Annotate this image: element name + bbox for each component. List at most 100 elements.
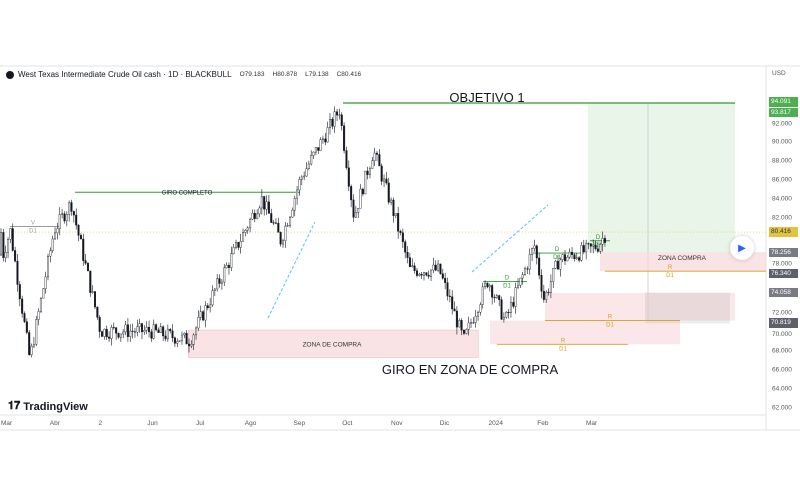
candle <box>263 196 266 210</box>
level-label: R <box>608 315 613 321</box>
candle <box>498 295 501 301</box>
level-label: D <box>596 235 601 241</box>
candle <box>326 127 329 143</box>
candle <box>373 152 376 161</box>
candle <box>314 147 317 153</box>
candle <box>206 305 209 309</box>
candle <box>265 201 268 210</box>
candle <box>336 111 339 116</box>
play-button[interactable]: ▶ <box>730 236 754 260</box>
candle <box>333 111 336 127</box>
candle <box>124 324 127 333</box>
candle <box>540 274 543 292</box>
candle <box>103 328 106 337</box>
x-tick-label: Jul <box>196 420 205 427</box>
candle <box>98 317 101 332</box>
candle <box>77 224 80 236</box>
candle <box>350 186 353 201</box>
level-sublabel: D1 <box>606 323 614 329</box>
candle <box>197 317 200 329</box>
candle <box>39 297 42 312</box>
x-tick-label: Sep <box>294 420 306 427</box>
candle <box>397 213 400 232</box>
candle <box>183 332 186 336</box>
candle <box>54 232 57 240</box>
candle <box>272 222 275 224</box>
candle <box>234 242 237 248</box>
ohlc-high: H80.878 <box>272 71 298 78</box>
x-tick-label: 2 <box>99 420 103 427</box>
candle <box>319 139 322 151</box>
candle <box>535 245 538 259</box>
candle <box>237 242 240 248</box>
candle <box>171 330 174 338</box>
candle <box>528 254 531 270</box>
candle <box>434 264 437 271</box>
giro-completo-label: GIRO COMPLETO <box>162 190 213 196</box>
candle <box>423 272 426 276</box>
candle <box>404 241 407 253</box>
candle <box>474 315 477 323</box>
candle <box>505 311 508 318</box>
candle <box>324 138 327 143</box>
candle <box>93 291 96 308</box>
candle <box>180 334 183 341</box>
candle <box>138 323 141 327</box>
candle <box>545 291 548 300</box>
candle <box>115 327 118 334</box>
candle <box>140 323 143 333</box>
candle <box>51 238 54 251</box>
candle <box>596 248 599 252</box>
candle <box>599 243 602 252</box>
candle <box>477 312 480 317</box>
candle <box>89 270 92 293</box>
candle <box>552 267 555 282</box>
x-tick-label: Abr <box>50 420 61 427</box>
currency-label[interactable]: USD <box>772 70 786 77</box>
candle <box>7 239 10 253</box>
candle <box>399 231 402 233</box>
candle <box>343 125 346 151</box>
candle <box>296 189 299 199</box>
candle <box>329 119 332 128</box>
trend-arrow-2 <box>471 204 549 273</box>
symbol-title[interactable]: West Texas Intermediate Crude Oil cash ·… <box>18 70 232 79</box>
y-tick-label: 68.000 <box>772 347 792 354</box>
x-tick-label: Jun <box>147 420 158 427</box>
candle <box>568 251 571 258</box>
candle <box>359 188 362 209</box>
candle <box>289 216 292 226</box>
candle <box>157 329 160 333</box>
y-tick-label: 82.000 <box>772 214 792 221</box>
candle <box>430 269 433 277</box>
candle <box>195 327 198 336</box>
candle <box>521 274 524 279</box>
candle <box>312 151 315 156</box>
candle <box>354 212 357 218</box>
candle <box>256 213 259 219</box>
candle <box>338 114 341 116</box>
candle <box>169 328 172 332</box>
tradingview-logo[interactable]: 𝟏𝟕 TradingView <box>8 400 88 413</box>
candle <box>108 336 111 339</box>
candle <box>592 244 595 247</box>
brand-name: TradingView <box>23 400 88 413</box>
candle <box>383 178 386 182</box>
candle <box>413 265 416 271</box>
symbol-logo-icon <box>6 70 14 79</box>
y-tick-label: 78.000 <box>772 260 792 267</box>
candle <box>564 254 567 262</box>
candle <box>448 295 451 297</box>
candle <box>571 251 574 255</box>
candle <box>300 176 303 180</box>
candle <box>361 188 364 195</box>
candle <box>284 225 287 241</box>
zona-compra-zone <box>600 252 766 272</box>
candle <box>105 328 108 338</box>
x-tick-label: 2024 <box>489 420 504 427</box>
candle <box>347 167 350 187</box>
candle <box>242 232 245 242</box>
price-label: 70.819 <box>769 318 798 328</box>
candle <box>282 240 285 245</box>
